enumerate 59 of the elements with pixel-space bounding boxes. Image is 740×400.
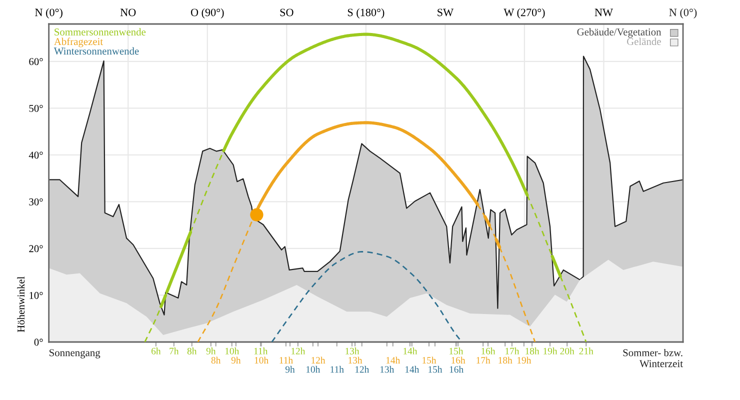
annotation: 11h xyxy=(280,356,293,364)
y-tick-label: 30° xyxy=(29,198,43,206)
annotation: 8h xyxy=(211,356,221,364)
annotation: 18h xyxy=(526,348,540,354)
annotation: 16h xyxy=(450,366,464,373)
annotation: 12h xyxy=(291,348,306,354)
annotation: 14h xyxy=(405,366,420,373)
text: Sonnengang xyxy=(50,349,100,358)
annotation: 14h xyxy=(404,348,418,354)
y-tick-label: 20° xyxy=(29,245,43,252)
annotation: 7h xyxy=(170,348,179,354)
annotation: 11h xyxy=(254,348,268,354)
x-tick-label: SW xyxy=(438,8,454,16)
annotation: 15h xyxy=(428,366,442,373)
annotation: 9h xyxy=(206,348,216,354)
annotation: 21h xyxy=(579,348,594,354)
x-tick-label: SO xyxy=(280,8,294,16)
x-tick-label: W (270°) xyxy=(504,8,545,18)
annotation: 17h xyxy=(476,356,490,364)
x-tick-label: NO xyxy=(120,8,136,16)
text: Abfragezeit xyxy=(54,38,104,48)
annotation: 16h xyxy=(452,356,466,364)
annotation: 16h xyxy=(482,348,496,354)
annotation: 13h xyxy=(380,366,394,373)
annotation: 11h xyxy=(330,366,344,373)
annotation: 10h xyxy=(254,356,268,364)
annotation: 12h xyxy=(355,366,370,373)
text: Sommer- bzw. Winterzeit xyxy=(623,348,683,368)
annotation: 6h xyxy=(152,348,161,354)
annotation: 10h xyxy=(225,348,240,354)
annotation: 10h xyxy=(306,366,320,373)
annotation: 20h xyxy=(560,348,574,354)
legend-label: Gelände xyxy=(627,38,661,46)
y-axis-title: Höhenwinkel xyxy=(17,276,25,332)
annotation: 15h xyxy=(422,356,436,364)
y-tick-label: 40° xyxy=(28,152,43,159)
annotation: 13h xyxy=(346,348,360,354)
y-tick-label: 10° xyxy=(30,292,43,299)
x-tick-label: O (90°) xyxy=(190,8,224,18)
text: Wintersonnenwende xyxy=(54,47,139,55)
annotation: 18h xyxy=(498,356,512,364)
x-tick-label: S (180°) xyxy=(348,8,384,18)
y-tick-label: 50° xyxy=(29,104,43,112)
annotation: 19h xyxy=(518,356,532,364)
legend-label: Gebäude/Vegetation xyxy=(577,28,662,38)
annotation: 8h xyxy=(187,348,197,354)
x-tick-label: NW xyxy=(594,8,613,16)
annotation: 19h xyxy=(544,348,558,354)
annotation: 9h xyxy=(231,356,241,364)
annotation: 9h xyxy=(285,366,295,373)
y-tick-label: 60° xyxy=(29,58,43,66)
annotation: 13h xyxy=(348,356,362,364)
annotation: 15h xyxy=(450,348,464,354)
x-tick-label: N (0°) xyxy=(35,8,62,18)
annotation: 14h xyxy=(386,356,400,364)
annotation: 17h xyxy=(506,348,520,354)
text: Sommersonnenwende xyxy=(54,28,146,36)
annotation: 12h xyxy=(312,356,326,364)
y-tick-label: 0° xyxy=(34,338,43,346)
